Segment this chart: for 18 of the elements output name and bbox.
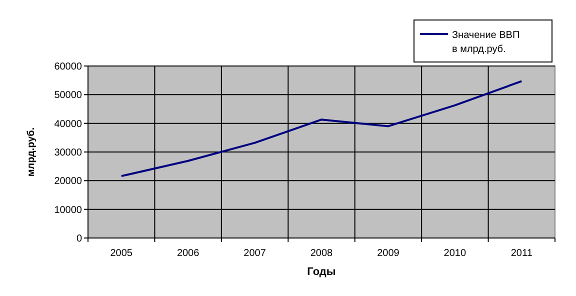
- y-tick-label: 10000: [54, 204, 82, 216]
- y-tick-label: 50000: [54, 90, 82, 102]
- y-tick-label: 30000: [54, 148, 82, 158]
- x-tick-label: 2011: [510, 248, 533, 259]
- legend-label: Значение ВВП в млрд.руб.: [452, 30, 520, 55]
- y-tick-label: 0: [76, 234, 82, 244]
- y-tick-label: 40000: [54, 118, 82, 130]
- x-tick-label: 2010: [444, 248, 466, 259]
- line-series: [120, 80, 523, 178]
- x-tick-label: 2007: [244, 248, 266, 259]
- y-tick-label: 60000: [54, 62, 82, 72]
- x-tick-label: 2006: [176, 248, 200, 259]
- x-axis-title: Годы: [307, 266, 336, 278]
- y-axis-title: млрд.руб.: [26, 127, 37, 177]
- x-tick-label: 2008: [310, 248, 334, 259]
- x-tick-label: 2005: [110, 248, 133, 259]
- y-tick-label: 20000: [54, 176, 82, 188]
- x-tick-label: 2009: [377, 248, 400, 259]
